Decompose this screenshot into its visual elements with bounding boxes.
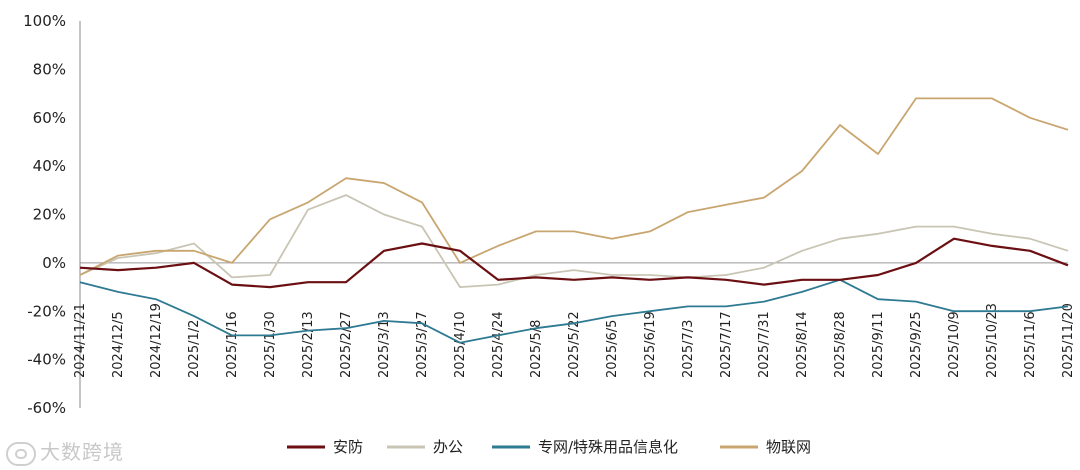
x-tick-label: 2025/3/27 <box>415 311 430 378</box>
legend-label-3: 物联网 <box>766 438 811 456</box>
x-tick-label: 2025/11/20 <box>1061 303 1076 378</box>
legend-label-2: 专网/特殊用品信息化 <box>538 438 678 456</box>
x-tick-label: 2025/7/31 <box>757 311 772 378</box>
legend: 安防 办公 专网/特殊用品信息化 物联网 <box>287 438 811 456</box>
y-tick-label: 60% <box>33 109 66 127</box>
x-tick-label: 2025/2/27 <box>339 311 354 378</box>
y-tick-label: 100% <box>23 12 66 30</box>
x-tick-label: 2025/9/25 <box>909 311 924 378</box>
x-tick-label: 2025/1/16 <box>225 311 240 378</box>
y-axis: 100% 80% 60% 40% 20% 0% -20% -40% -60% <box>23 12 81 417</box>
y-tick-label: 0% <box>42 254 66 272</box>
plot-area <box>79 97 1069 344</box>
x-tick-label: 2025/7/17 <box>719 311 734 378</box>
x-tick-label: 2025/3/13 <box>377 311 392 378</box>
y-tick-label: 80% <box>33 60 66 78</box>
watermark: 大数跨境 <box>6 436 124 466</box>
x-tick-label: 2025/10/23 <box>985 303 1000 378</box>
y-tick-label: -60% <box>27 399 66 417</box>
x-tick-label: 2025/5/8 <box>529 320 544 378</box>
x-tick-label: 2025/10/9 <box>947 311 962 378</box>
watermark-logo-icon <box>6 441 36 466</box>
series-line-2 <box>79 278 1069 344</box>
x-tick-label: 2025/4/24 <box>491 311 506 378</box>
x-tick-label: 2025/9/11 <box>871 311 886 378</box>
series-line-1 <box>79 194 1069 289</box>
legend-label-0: 安防 <box>333 438 363 456</box>
x-tick-label: 2024/12/5 <box>111 311 126 378</box>
series-line-3 <box>79 97 1069 276</box>
y-tick-label: 20% <box>33 206 66 224</box>
x-tick-label: 2025/1/2 <box>187 320 202 378</box>
x-tick-label: 2025/7/3 <box>681 320 696 378</box>
legend-label-1: 办公 <box>433 438 463 456</box>
x-axis: 2024/11/21 2024/12/5 2024/12/19 2025/1/2 202… <box>73 262 1076 378</box>
y-tick-label: -20% <box>27 302 66 320</box>
x-tick-label: 2025/4/10 <box>453 311 468 378</box>
x-tick-label: 2024/11/21 <box>73 303 88 378</box>
x-tick-label: 2025/8/28 <box>833 311 848 378</box>
x-tick-label: 2025/2/13 <box>301 311 316 378</box>
x-tick-label: 2025/8/14 <box>795 311 810 378</box>
x-tick-label: 2025/5/22 <box>567 311 582 378</box>
x-tick-label: 2025/6/19 <box>643 311 658 378</box>
y-tick-label: -40% <box>27 351 66 369</box>
x-tick-label: 2025/11/6 <box>1023 311 1038 378</box>
x-tick-label: 2025/1/30 <box>263 311 278 378</box>
series-line-0 <box>79 237 1069 289</box>
watermark-text: 大数跨境 <box>40 440 124 464</box>
y-tick-label: 40% <box>33 157 66 175</box>
x-tick-label: 2025/6/5 <box>605 320 620 378</box>
x-tick-label: 2024/12/19 <box>149 303 164 378</box>
